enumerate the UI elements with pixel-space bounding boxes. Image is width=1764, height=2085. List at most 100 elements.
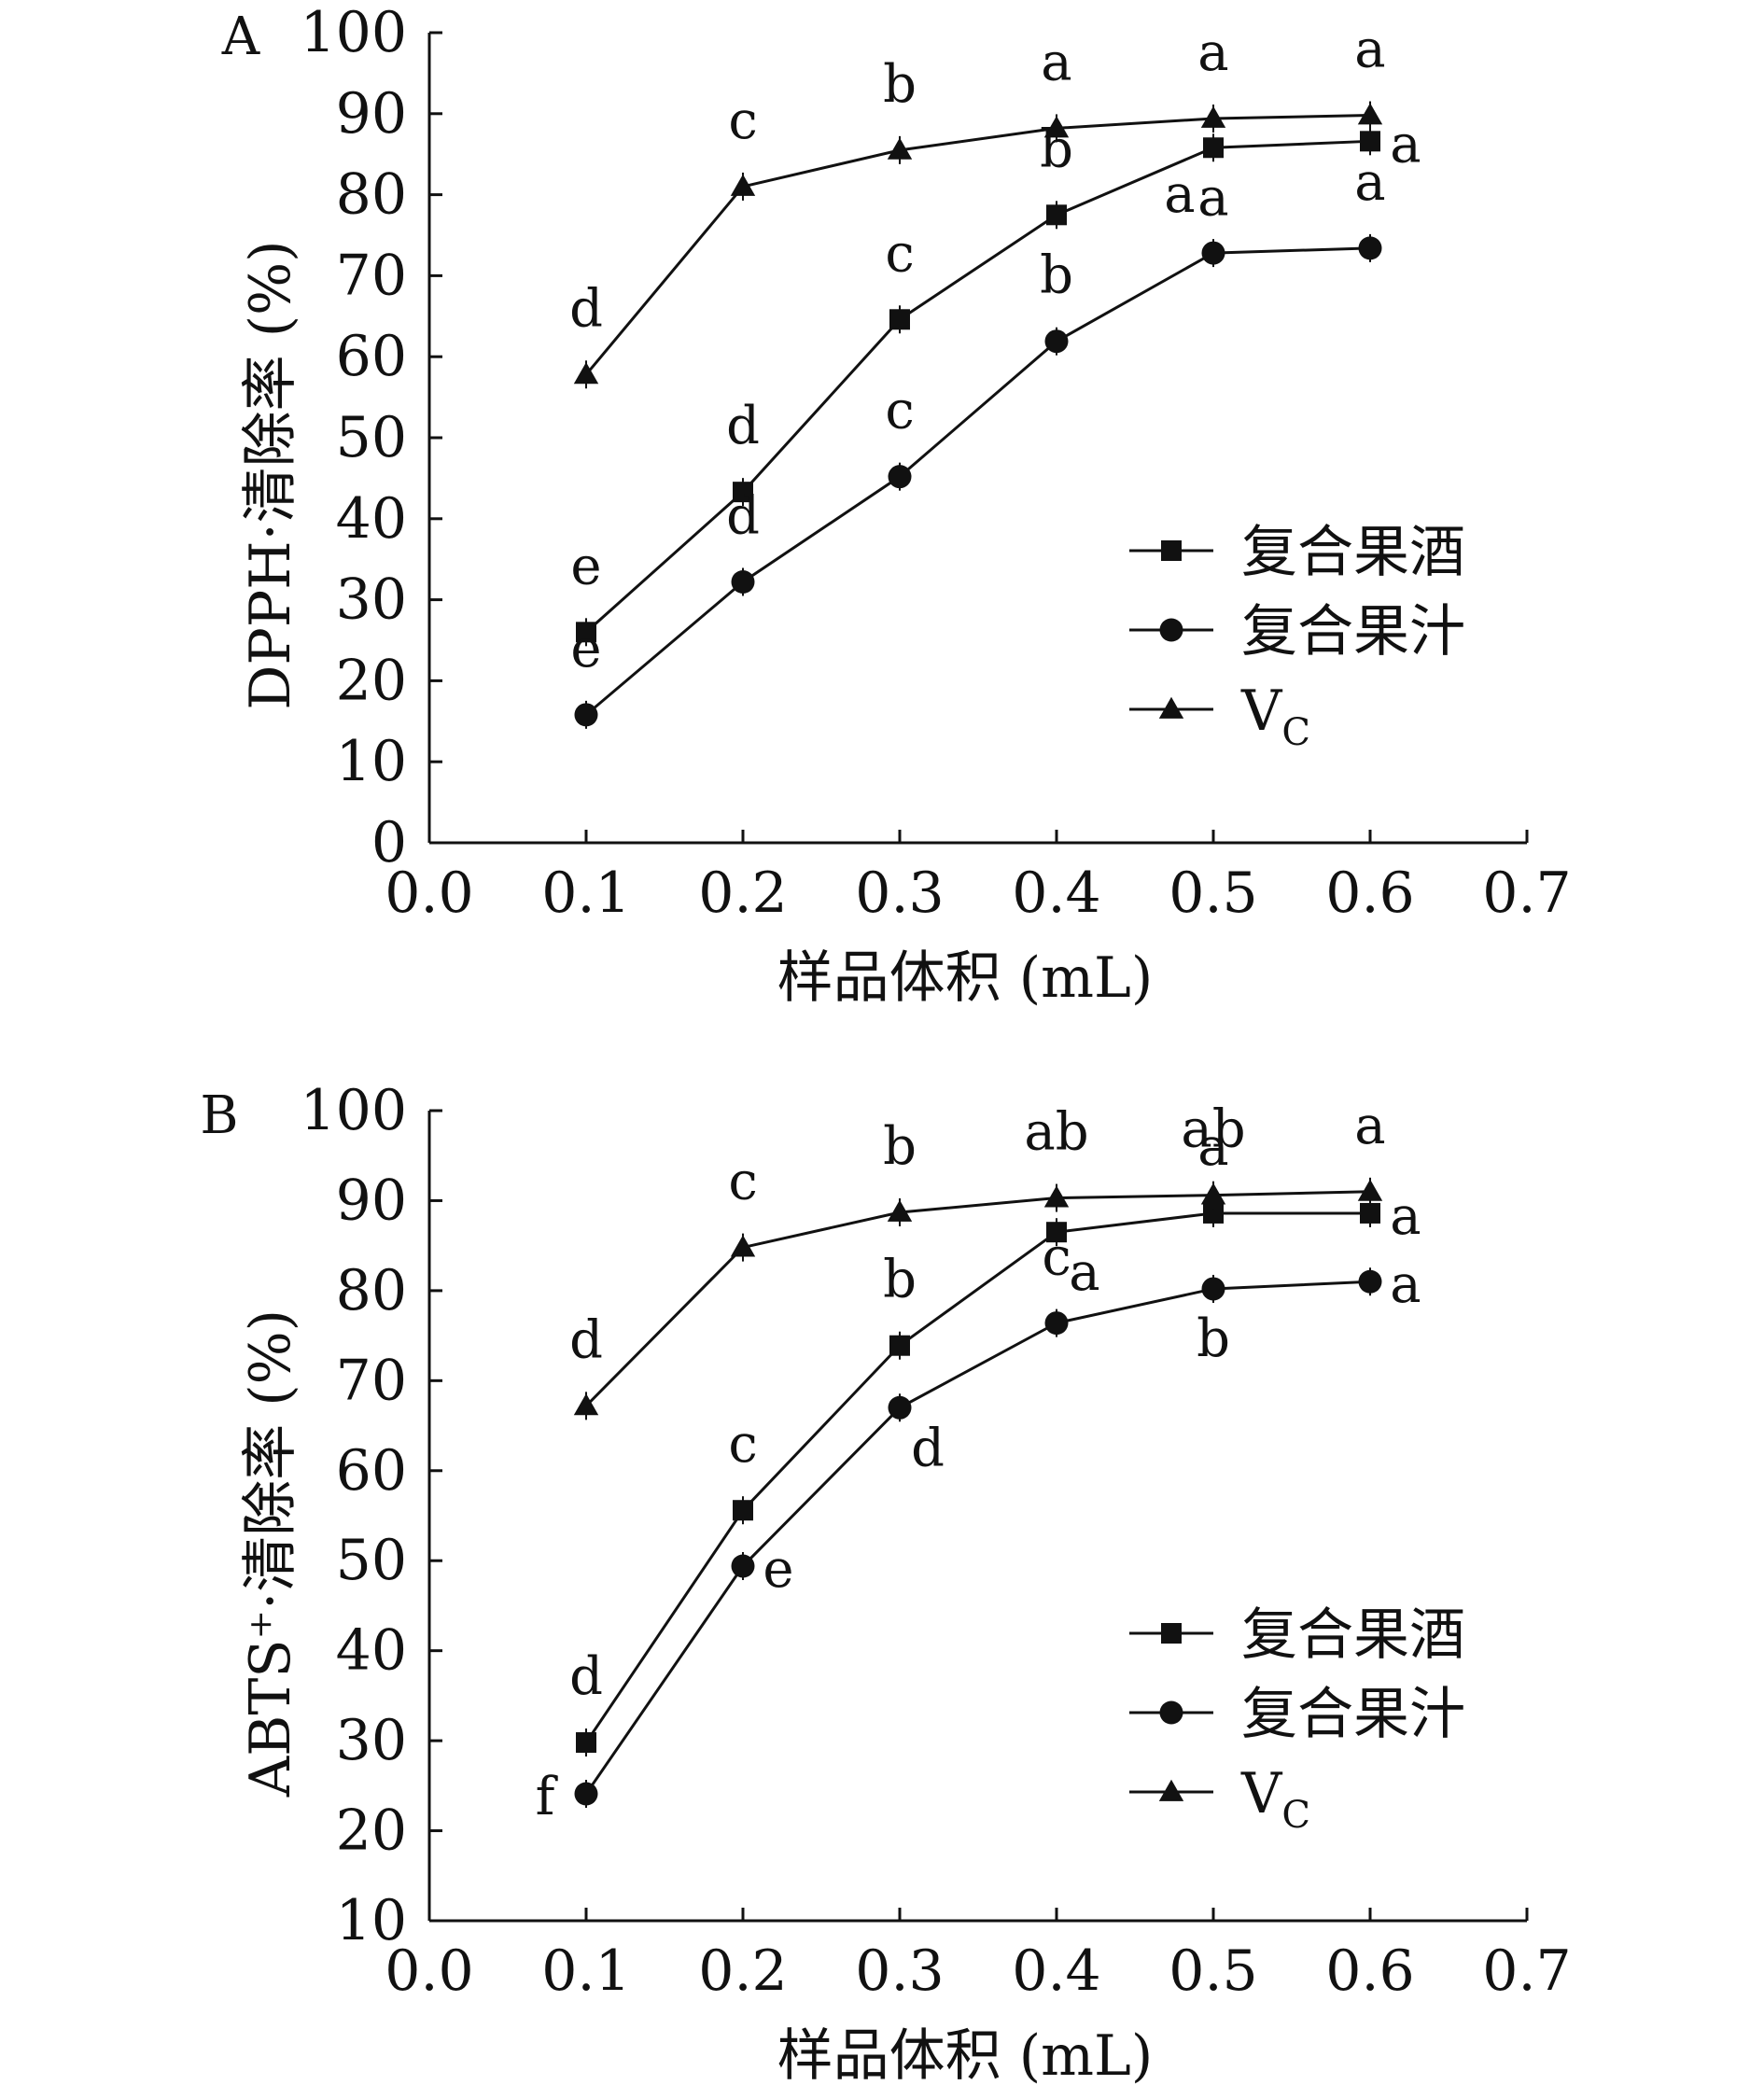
x-tick-label: 0.0 <box>385 861 473 926</box>
legend-label-juice: 复合果汁 <box>1241 599 1465 665</box>
panel-label: A <box>221 7 260 67</box>
series-line-juice <box>584 1280 1371 1795</box>
y-tick-label: 90 <box>336 81 407 147</box>
significance-letter-vc: a <box>1354 1096 1385 1156</box>
significance-letter-juice: b <box>1197 1308 1230 1369</box>
y-axis-title: ABTS⁺·清除率 (%) <box>238 1309 303 1798</box>
point-vc <box>730 174 756 196</box>
y-tick-label: 30 <box>336 567 407 633</box>
point-wine <box>733 482 753 503</box>
point-wine <box>1360 1202 1380 1224</box>
significance-letter-vc: ab <box>1024 1102 1088 1163</box>
significance-letter-juice: a <box>1164 164 1195 225</box>
significance-letter-vc: d <box>569 1309 603 1370</box>
x-tick-label: 0.3 <box>855 861 944 926</box>
y-tick-label: 40 <box>336 486 407 552</box>
legend-marker-juice <box>1159 618 1183 642</box>
significance-letter-wine: d <box>726 396 760 456</box>
significance-letter-vc: a <box>1041 32 1071 92</box>
point-vc <box>1043 116 1070 138</box>
x-tick-label: 0.2 <box>698 1938 787 2004</box>
x-axis-title: 样品体积 (mL) <box>777 945 1154 1011</box>
point-wine <box>1360 131 1380 152</box>
significance-letter-vc: ab <box>1181 1099 1245 1160</box>
y-tick-label: 10 <box>336 729 407 794</box>
legend-marker-vc <box>1158 696 1184 719</box>
panel-label: B <box>200 1085 238 1146</box>
point-vc <box>887 1199 913 1222</box>
legend-marker-wine <box>1161 540 1182 561</box>
significance-letter-vc: a <box>1354 20 1385 80</box>
significance-letter-juice: a <box>1354 152 1385 213</box>
x-tick-label: 0.6 <box>1325 861 1414 926</box>
point-wine <box>576 622 596 643</box>
significance-letter-wine: c <box>885 223 914 284</box>
legend-marker-vc <box>1158 1779 1184 1801</box>
point-vc <box>887 137 913 160</box>
significance-letter-juice: c <box>1042 1227 1071 1288</box>
x-tick-label: 0.7 <box>1482 861 1571 926</box>
y-tick-label: 20 <box>336 1798 407 1864</box>
x-tick-label: 0.1 <box>541 1938 630 2004</box>
point-wine <box>1203 137 1224 159</box>
series-line-wine <box>585 139 1371 634</box>
significance-letter-juice: a <box>1390 1254 1421 1315</box>
y-tick-label: 80 <box>336 162 407 228</box>
significance-letter-wine: a <box>1069 1242 1099 1303</box>
series-line-vc <box>584 1190 1371 1407</box>
legend-marker-juice <box>1159 1700 1183 1725</box>
significance-letter-wine: c <box>728 1414 757 1475</box>
x-axis-title: 样品体积 (mL) <box>777 2023 1154 2085</box>
point-wine <box>1046 204 1067 226</box>
significance-letter-wine: a <box>1390 1186 1421 1247</box>
significance-letter-vc: b <box>883 54 917 115</box>
x-tick-label: 0.3 <box>855 1938 944 2004</box>
significance-letter-wine: e <box>570 536 601 596</box>
point-juice <box>731 570 755 595</box>
point-juice <box>1201 1277 1225 1301</box>
y-tick-label: 50 <box>336 1528 407 1593</box>
significance-letter-juice: e <box>763 1539 793 1600</box>
panel-b-chart: B 10 20 30 40 50 60 70 80 90 100 0.0 0.1 0.2 0.3 0.4 0.5… <box>200 1078 1571 2085</box>
significance-letter-juice: e <box>570 619 601 679</box>
series-line-juice <box>585 246 1371 717</box>
y-tick-label: 10 <box>336 1888 407 1953</box>
point-juice <box>1044 329 1069 354</box>
point-juice <box>574 703 598 727</box>
significance-letter-wine: a <box>1390 114 1421 175</box>
legend-label-juice: 复合果汁 <box>1241 1682 1465 1747</box>
series-line-vc <box>584 114 1371 376</box>
point-wine <box>889 309 910 330</box>
point-wine <box>1203 1202 1224 1224</box>
significance-letter-vc: d <box>569 278 603 339</box>
legend-subscript: C <box>1281 711 1310 754</box>
legend-label-wine: 复合果酒 <box>1241 520 1465 585</box>
x-tick-label: 0.2 <box>698 861 787 926</box>
x-tick-label: 0.0 <box>385 1938 473 2004</box>
significance-letter-vc: c <box>728 1152 757 1212</box>
y-tick-label: 80 <box>336 1258 407 1323</box>
point-vc <box>1200 1182 1226 1205</box>
y-tick-label: 100 <box>300 0 407 65</box>
significance-letter-juice: d <box>726 486 760 547</box>
x-tick-label: 0.5 <box>1169 861 1257 926</box>
y-tick-label: 30 <box>336 1708 407 1773</box>
y-tick-label: 0 <box>371 810 407 875</box>
x-tick-label: 0.4 <box>1012 1938 1100 2004</box>
legend-label-vc: VC <box>1240 679 1310 754</box>
point-wine <box>576 1732 596 1754</box>
legend-marker-wine <box>1161 1623 1182 1644</box>
y-tick-label: 90 <box>336 1168 407 1233</box>
significance-letter-vc: c <box>728 91 757 151</box>
x-tick-label: 0.4 <box>1012 861 1100 926</box>
significance-letter-juice: c <box>885 381 914 441</box>
series-line-wine <box>584 1211 1370 1743</box>
significance-letter-wine: d <box>569 1646 603 1707</box>
point-juice <box>1201 241 1225 265</box>
significance-letter-juice: d <box>911 1418 945 1478</box>
significance-letter-vc: a <box>1197 22 1228 83</box>
point-vc <box>1357 1179 1383 1201</box>
x-tick-label: 0.1 <box>541 861 630 926</box>
point-wine <box>889 1335 910 1356</box>
